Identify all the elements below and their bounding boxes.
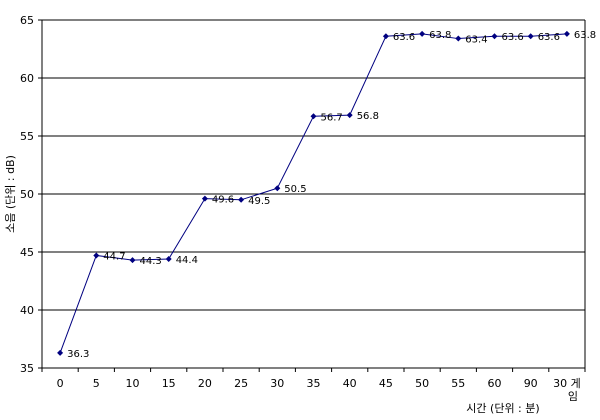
x-tick-label: 0 [57,377,64,390]
x-tick-label: 15 [162,377,176,390]
series-line [59,33,567,354]
data-point [129,257,136,264]
data-point [57,349,64,356]
data-point [382,33,389,40]
y-tick-label: 35 [20,362,34,375]
data-label: 49.5 [248,196,270,207]
y-axis-title: 소음 (단위 : dB) [4,155,17,233]
x-tick-label: 60 [488,377,502,390]
data-point [563,30,570,37]
y-tick-label: 40 [20,304,34,317]
data-point [238,196,245,203]
y-tick-labels: 35 40 45 50 55 60 65 [20,14,34,375]
data-labels: 36.3 44.7 44.3 44.4 49.6 49.5 50.5 56.7 56.8 63.6… [67,30,596,360]
x-tick-label: 40 [343,377,357,390]
y-tick-label: 50 [20,188,34,201]
x-tick-label: 25 [234,377,248,390]
data-point [346,112,353,119]
data-label: 63.8 [574,30,596,41]
gridlines [42,19,585,311]
x-tick-label: 5 [93,377,100,390]
data-label: 63.4 [465,35,487,46]
data-label: 50.5 [284,184,306,195]
x-tick-label: 35 [307,377,321,390]
y-tick-label: 65 [20,14,34,27]
x-tick-label: 50 [415,377,429,390]
x-tick-label: 90 [524,377,538,390]
x-tick-label: 55 [451,377,465,390]
y-tick-label: 60 [20,72,34,85]
x-tick-label: 45 [379,377,393,390]
data-label: 63.6 [502,32,524,43]
x-tick-label: 20 [198,377,212,390]
data-point [165,255,172,262]
data-series [57,30,570,356]
data-label: 36.3 [67,349,89,360]
data-point [491,33,498,40]
data-label: 63.6 [393,32,415,43]
data-label: 56.8 [357,111,379,122]
data-point [201,195,208,202]
data-label: 63.8 [429,30,451,41]
y-tick-label: 55 [20,130,34,143]
data-label: 63.6 [538,32,560,43]
data-label: 49.6 [212,195,234,206]
x-tick-label: 10 [126,377,140,390]
data-point [527,33,534,40]
data-label: 56.7 [321,112,343,123]
data-label: 44.7 [103,251,125,262]
data-point [419,30,426,37]
axes [38,19,586,372]
x-tick-label: 30 [270,377,284,390]
data-label: 44.3 [140,256,162,267]
x-axis-title: 시간 (단위 : 분) [466,402,539,415]
data-point [274,185,281,192]
data-point [93,252,100,259]
data-point [455,35,462,42]
data-label: 44.4 [176,255,198,266]
data-point [310,113,317,120]
y-tick-label: 45 [20,246,34,259]
